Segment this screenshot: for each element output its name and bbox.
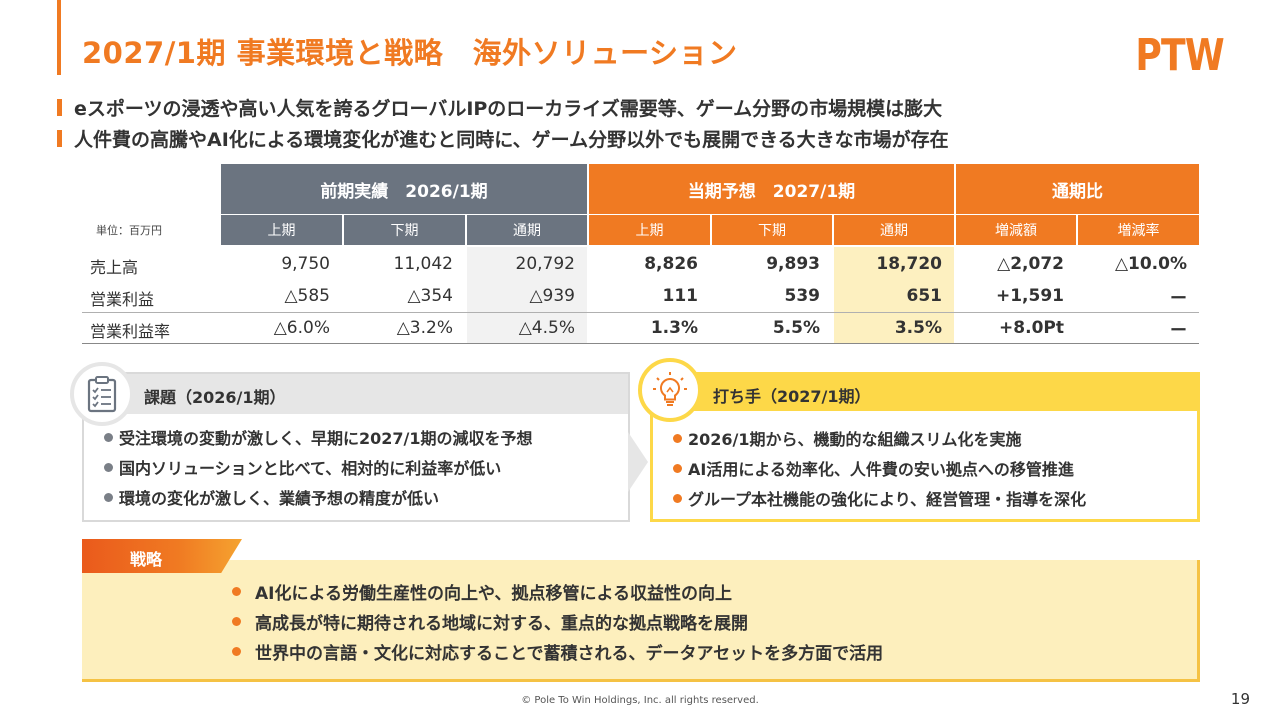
issues-box: 課題（2026/1期） 受注環境の変動が激しく、早期に2027/1期の減収を予想…: [82, 372, 630, 522]
list-item: 受注環境の変動が激しく、早期に2027/1期の減収を予想: [104, 422, 533, 452]
table-divider: [82, 312, 1199, 313]
list-item: 世界中の言語・文化に対応することで蓄積される、データアセットを多方面で活用: [232, 636, 883, 666]
table-cell: △3.2%: [396, 318, 453, 338]
table-cell: 20,792: [515, 254, 575, 274]
header-current-forecast: 当期予想 2027/1期: [589, 164, 954, 214]
list-item: 国内ソリューションと比べて、相対的に利益率が低い: [104, 452, 533, 482]
header-prior-results: 前期実績 2026/1期: [221, 164, 587, 214]
measures-list: 2026/1期から、機動的な組織スリム化を実施 AI活用による効率化、人件費の安…: [673, 423, 1086, 513]
issues-heading: 課題（2026/1期）: [144, 388, 286, 407]
table-cell: △6.0%: [273, 318, 330, 338]
measures-header: 打ち手（2027/1期）: [653, 375, 1197, 411]
table-cell: ー: [1170, 320, 1187, 341]
list-item: 環境の変化が激しく、業績予想の精度が低い: [104, 482, 533, 512]
list-item: グループ本社機能の強化により、経営管理・指導を深化: [673, 483, 1086, 513]
issues-header: 課題（2026/1期）: [84, 374, 628, 414]
copyright-footer: © Pole To Win Holdings, Inc. all rights …: [521, 695, 759, 706]
summary-bullet: eスポーツの浸透や高い人気を誇るグローバルIPのローカライズ需要等、ゲーム分野の…: [57, 92, 949, 123]
subheader: 上期: [589, 215, 710, 245]
strategy-box: AI化による労働生産性の向上や、拠点移管による収益性の向上 高成長が特に期待され…: [82, 560, 1200, 682]
table-cell: 651: [906, 286, 943, 306]
subheader: 下期: [344, 215, 465, 245]
table-cell: △939: [529, 286, 575, 306]
strategy-heading: 戦略: [130, 550, 163, 569]
table-cell: △2,072: [997, 254, 1064, 274]
list-item: AI化による労働生産性の向上や、拠点移管による収益性の向上: [232, 576, 883, 606]
table-cell: 11,042: [393, 254, 453, 274]
strategy-tab: 戦略: [82, 539, 242, 573]
list-item: 2026/1期から、機動的な組織スリム化を実施: [673, 423, 1086, 453]
strategy-list: AI化による労働生産性の向上や、拠点移管による収益性の向上 高成長が特に期待され…: [232, 576, 883, 666]
table-cell: 111: [662, 286, 699, 306]
row-label-sales: 売上高: [90, 258, 139, 277]
bullet-marker: [57, 130, 62, 147]
subheader: 増減率: [1078, 215, 1199, 245]
table-cell: 8,826: [644, 254, 698, 274]
title-accent-bar: [57, 0, 61, 75]
table-cell: 1.3%: [650, 318, 698, 338]
list-item: 高成長が特に期待される地域に対する、重点的な拠点戦略を展開: [232, 606, 883, 636]
table-cell: 539: [784, 286, 821, 306]
page-title: 2027/1期 事業環境と戦略 海外ソリューション: [82, 36, 738, 70]
row-label-operating-margin: 営業利益率: [90, 322, 171, 341]
summary-bullets: eスポーツの浸透や高い人気を誇るグローバルIPのローカライズ需要等、ゲーム分野の…: [57, 92, 949, 154]
measures-heading: 打ち手（2027/1期）: [713, 387, 871, 406]
subheader: 下期: [712, 215, 832, 245]
measures-box: 打ち手（2027/1期） 2026/1期から、機動的な組織スリム化を実施 AI活…: [650, 372, 1200, 522]
page-number: 19: [1230, 690, 1250, 708]
table-cell: +8.0Pt: [999, 318, 1064, 338]
summary-bullet: 人件費の高騰やAI化による環境変化が進むと同時に、ゲーム分野以外でも展開できる大…: [57, 123, 949, 154]
table-cell: +1,591: [995, 286, 1064, 306]
unit-label: 単位：百万円: [96, 224, 162, 237]
subheader: 通期: [834, 215, 954, 245]
list-item: AI活用による効率化、人件費の安い拠点への移管推進: [673, 453, 1086, 483]
subheader: 上期: [221, 215, 342, 245]
table-cell: 5.5%: [772, 318, 820, 338]
shaded-column-forecast-full: [834, 247, 954, 343]
shaded-column-prior-full: [467, 247, 587, 343]
table-cell: △354: [407, 286, 453, 306]
table-cell: 3.5%: [894, 318, 942, 338]
transition-arrow: [628, 432, 648, 492]
row-label-operating-income: 営業利益: [90, 290, 155, 309]
header-yoy: 通期比: [956, 164, 1199, 214]
table-cell: 18,720: [876, 254, 942, 274]
table-cell: ー: [1170, 288, 1187, 309]
issues-list: 受注環境の変動が激しく、早期に2027/1期の減収を予想 国内ソリューションと比…: [104, 422, 533, 512]
table-cell: △585: [284, 286, 330, 306]
clipboard-icon: [70, 362, 134, 426]
table-cell: △10.0%: [1114, 254, 1187, 274]
table-cell: 9,750: [281, 254, 330, 274]
table-cell: △4.5%: [518, 318, 575, 338]
subheader: 増減額: [956, 215, 1076, 245]
subheader: 通期: [467, 215, 587, 245]
table-cell: 9,893: [766, 254, 820, 274]
table-bottom-border: [82, 343, 1199, 344]
lightbulb-icon: [638, 358, 702, 422]
company-logo: PTW: [1135, 30, 1225, 81]
bullet-marker: [57, 99, 62, 116]
